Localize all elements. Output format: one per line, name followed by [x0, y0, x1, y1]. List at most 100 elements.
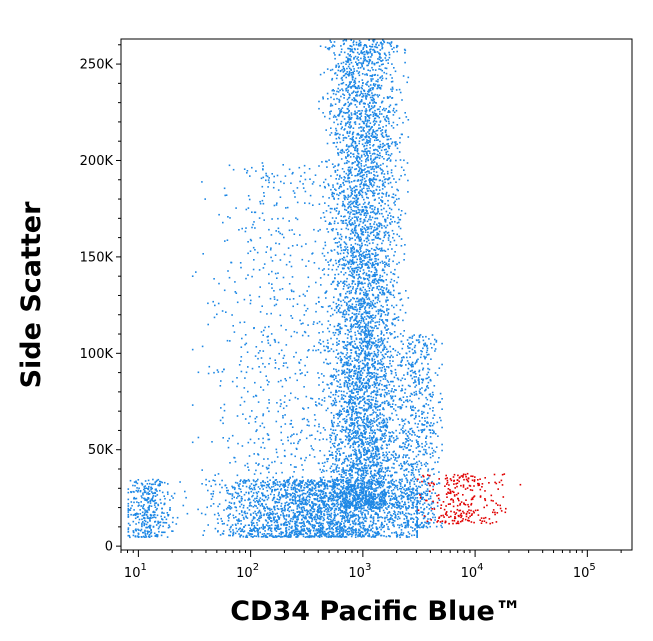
cd34-negative-point: [351, 98, 353, 101]
cd34-negative-point: [354, 497, 357, 499]
cd34-negative-point: [336, 251, 339, 254]
cd34-negative-point: [364, 364, 367, 367]
cd34-negative-point: [353, 364, 356, 367]
cd34-negative-point: [385, 417, 388, 420]
cd34-negative-point: [382, 440, 384, 443]
cd34-negative-point: [318, 203, 321, 205]
cd34-negative-point: [358, 53, 360, 55]
cd34-negative-point: [368, 307, 371, 309]
cd34-negative-point: [346, 409, 349, 411]
cd34-negative-point: [359, 113, 361, 115]
cd34-negative-point: [375, 400, 377, 403]
cd34-negative-point: [366, 372, 368, 374]
cd34-negative-point: [339, 330, 341, 333]
cd34-negative-point: [363, 138, 365, 141]
cd34-negative-point: [379, 470, 382, 473]
cd34-negative-point: [327, 320, 330, 322]
cd34-negative-point: [364, 155, 366, 157]
cd34-negative-point: [352, 375, 355, 377]
cd34-negative-point: [354, 384, 357, 386]
cd34-negative-point: [375, 497, 377, 499]
cd34-negative-point: [366, 237, 369, 240]
cd34-negative-point: [325, 409, 328, 412]
cd34-negative-point: [346, 308, 349, 310]
cd34-negative-point: [386, 325, 388, 327]
cd34-negative-point: [366, 64, 368, 67]
cd34-negative-point: [348, 464, 351, 466]
cd34-negative-point: [360, 267, 362, 269]
cd34-negative-point: [366, 327, 369, 329]
cd34-negative-point: [343, 472, 345, 475]
cd34-negative-point: [351, 410, 354, 412]
cd34-negative-point: [370, 402, 372, 404]
cd34-negative-point: [327, 407, 329, 410]
cd34-negative-point: [334, 237, 337, 239]
cd34-negative-point: [339, 185, 341, 188]
cd34-negative-point: [338, 137, 341, 140]
cd34-negative-point: [371, 287, 374, 289]
cd34-negative-point: [375, 406, 378, 409]
cd34-negative-point: [376, 424, 378, 426]
cd34-negative-point: [400, 245, 403, 247]
cd34-negative-point: [346, 349, 348, 351]
cd34-negative-point: [377, 327, 379, 330]
cd34-negative-point: [355, 195, 357, 197]
cd34-negative-point: [375, 411, 377, 414]
cd34-negative-point: [351, 78, 354, 81]
cd34-negative-point: [362, 286, 365, 289]
cd34-negative-point: [351, 369, 353, 371]
cd34-negative-point: [341, 373, 343, 375]
cd34-negative-point: [359, 213, 362, 216]
cd34-negative-point: [340, 62, 343, 65]
cd34-negative-point: [381, 180, 384, 182]
cd34-negative-point: [349, 475, 351, 477]
cd34-negative-point: [344, 364, 346, 366]
cd34-negative-point: [361, 196, 364, 199]
cd34-negative-point: [345, 438, 347, 441]
cd34-negative-point: [379, 77, 381, 79]
cd34-negative-point: [372, 178, 374, 180]
cd34-negative-point: [339, 244, 342, 247]
cd34-negative-point: [385, 191, 388, 194]
cd34-negative-point: [366, 236, 369, 238]
cd34-negative-point: [335, 127, 337, 130]
cd34-negative-point: [350, 504, 353, 506]
cd34-negative-point: [343, 347, 345, 350]
cd34-negative-point: [381, 482, 384, 484]
cd34-negative-point: [383, 173, 386, 175]
cd34-negative-point: [374, 441, 377, 443]
cd34-negative-point: [335, 468, 337, 471]
cd34-negative-point: [382, 215, 384, 218]
cd34-negative-point: [359, 287, 362, 290]
cd34-negative-point: [365, 109, 368, 112]
cd34-negative-point: [363, 398, 365, 400]
cd34-negative-point: [355, 43, 358, 46]
cd34-negative-point: [398, 225, 400, 228]
cd34-negative-point: [344, 347, 347, 349]
cd34-negative-point: [379, 167, 381, 170]
cd34-negative-point: [382, 348, 385, 351]
cd34-negative-point: [349, 344, 352, 346]
cd34-negative-point: [360, 163, 362, 165]
cd34-negative-point: [371, 475, 374, 477]
cd34-negative-point: [373, 208, 376, 211]
cd34-negative-point: [389, 154, 392, 157]
cd34-negative-point: [342, 418, 344, 421]
cd34-negative-point: [354, 401, 356, 404]
cd34-negative-point: [363, 425, 365, 427]
cd34-negative-point: [334, 438, 337, 440]
cd34-negative-point: [347, 174, 349, 177]
cd34-negative-point: [390, 486, 392, 488]
cd34-negative-point: [373, 362, 376, 364]
cd34-negative-point: [379, 291, 381, 294]
cd34-negative-point: [346, 465, 349, 467]
cd34-negative-point: [357, 250, 359, 252]
cd34-negative-point: [318, 425, 320, 428]
cd34-negative-point: [388, 260, 390, 262]
cd34-negative-point: [362, 302, 365, 305]
cd34-negative-point: [356, 412, 358, 415]
cd34-negative-point: [374, 249, 377, 252]
cd34-negative-point: [347, 300, 350, 303]
cd34-negative-point: [350, 323, 353, 326]
cd34-negative-point: [394, 103, 397, 106]
